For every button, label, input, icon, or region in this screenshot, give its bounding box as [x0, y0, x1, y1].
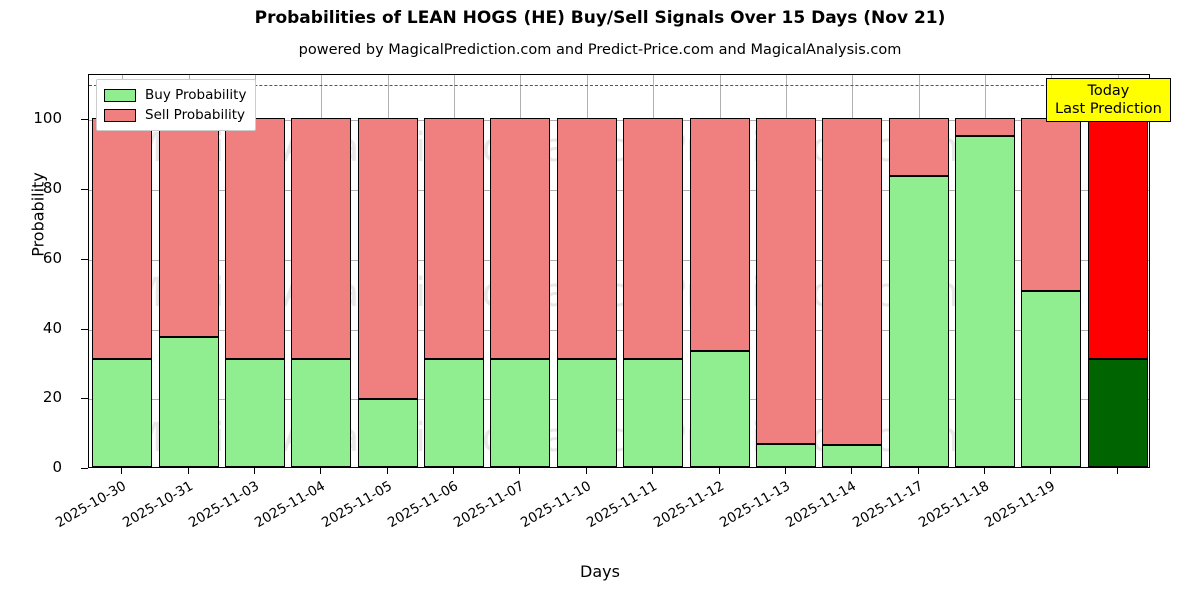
chart-subtitle: powered by MagicalPrediction.com and Pre…	[298, 42, 902, 58]
y-tick-label: 20	[42, 388, 62, 407]
y-tick-label: 100	[33, 109, 62, 128]
x-tick-mark	[121, 468, 123, 474]
legend-item-buy: Buy Probability	[104, 85, 246, 105]
bar-segment-buy[interactable]	[158, 337, 219, 467]
bar-segment-sell[interactable]	[1087, 118, 1148, 359]
bar-group[interactable]	[556, 75, 617, 467]
x-tick-mark	[519, 468, 521, 474]
bar-segment-buy[interactable]	[490, 358, 551, 467]
y-tick-label: 60	[42, 248, 62, 267]
bar-segment-buy[interactable]	[822, 445, 883, 467]
x-tick-mark	[652, 468, 654, 474]
bar-group[interactable]	[955, 75, 1016, 467]
bar-group[interactable]	[490, 75, 551, 467]
gridline-horizontal	[89, 329, 1149, 331]
chart-title: Probabilities of LEAN HOGS (HE) Buy/Sell…	[254, 8, 946, 28]
bar-segment-sell[interactable]	[822, 118, 883, 446]
x-tick-mark	[1050, 468, 1052, 474]
bar-segment-sell[interactable]	[490, 118, 551, 359]
x-tick-mark	[718, 468, 720, 474]
x-tick-label: 2025-10-30	[53, 478, 130, 532]
x-tick-mark	[917, 468, 919, 474]
bar-group[interactable]	[158, 75, 219, 467]
today-annotation-line2: Last Prediction	[1055, 101, 1162, 117]
y-tick-mark	[81, 189, 88, 191]
bar-segment-sell[interactable]	[755, 118, 816, 445]
bar-segment-buy[interactable]	[92, 358, 153, 467]
bar-segment-sell[interactable]	[158, 118, 219, 338]
bar-segment-buy[interactable]	[1087, 358, 1148, 467]
today-annotation-line1: Today	[1087, 83, 1130, 99]
bar-segment-buy[interactable]	[623, 358, 684, 467]
bar-segment-buy[interactable]	[1021, 290, 1082, 467]
bar-segment-sell[interactable]	[424, 118, 485, 359]
y-tick-mark	[81, 398, 88, 400]
x-tick-mark	[453, 468, 455, 474]
x-tick-mark	[851, 468, 853, 474]
bar-segment-buy[interactable]	[357, 398, 418, 467]
y-tick-label: 40	[42, 318, 62, 337]
bar-group[interactable]	[689, 75, 750, 467]
bar-segment-sell[interactable]	[556, 118, 617, 359]
bar-group[interactable]	[291, 75, 352, 467]
x-tick-mark	[187, 468, 189, 474]
legend-swatch-sell	[104, 108, 136, 122]
x-tick-mark	[320, 468, 322, 474]
bar-segment-buy[interactable]	[689, 351, 750, 467]
bar-group[interactable]	[92, 75, 153, 467]
bar-group[interactable]	[1087, 75, 1148, 467]
y-tick-mark	[81, 258, 88, 260]
x-axis-label: Days	[580, 562, 620, 581]
bar-segment-buy[interactable]	[755, 444, 816, 467]
y-tick-label: 80	[42, 179, 62, 198]
bar-segment-buy[interactable]	[424, 358, 485, 467]
legend-label-sell: Sell Probability	[145, 107, 246, 123]
y-tick-mark	[81, 468, 88, 469]
bar-segment-sell[interactable]	[888, 118, 949, 177]
y-axis-label: Probability	[28, 172, 48, 257]
x-tick-mark	[1116, 468, 1118, 474]
bar-group[interactable]	[224, 75, 285, 467]
gridline-horizontal	[89, 120, 1149, 122]
bar-group[interactable]	[822, 75, 883, 467]
bar-segment-sell[interactable]	[224, 118, 285, 359]
x-tick-mark	[585, 468, 587, 474]
bar-segment-sell[interactable]	[623, 118, 684, 359]
bar-group[interactable]	[623, 75, 684, 467]
bar-segment-buy[interactable]	[955, 135, 1016, 467]
today-annotation: Today Last Prediction	[1046, 78, 1171, 122]
bar-segment-buy[interactable]	[888, 176, 949, 467]
bar-segment-sell[interactable]	[1021, 118, 1082, 291]
gridline-horizontal	[89, 399, 1149, 401]
gridline-horizontal	[89, 259, 1149, 261]
bar-group[interactable]	[755, 75, 816, 467]
x-tick-mark	[253, 468, 255, 474]
bar-group[interactable]	[357, 75, 418, 467]
x-tick-mark	[386, 468, 388, 474]
bar-segment-sell[interactable]	[689, 118, 750, 352]
y-tick-mark	[81, 119, 88, 121]
bar-group[interactable]	[888, 75, 949, 467]
bar-segment-sell[interactable]	[955, 118, 1016, 136]
y-tick-mark	[81, 328, 88, 330]
x-tick-mark	[784, 468, 786, 474]
x-tick-mark	[984, 468, 986, 474]
legend-swatch-buy	[104, 88, 136, 102]
bar-segment-buy[interactable]	[224, 358, 285, 467]
reference-line	[89, 85, 1149, 87]
legend-item-sell: Sell Probability	[104, 105, 246, 125]
bar-group[interactable]	[424, 75, 485, 467]
bar-group[interactable]	[1021, 75, 1082, 467]
bar-segment-sell[interactable]	[92, 118, 153, 359]
legend-label-buy: Buy Probability	[145, 87, 247, 103]
bar-segment-sell[interactable]	[291, 118, 352, 359]
plot-area: MagicalAnalysis.comMagicalPrediction.com…	[88, 74, 1150, 468]
bar-segment-buy[interactable]	[556, 358, 617, 467]
bar-segment-sell[interactable]	[357, 118, 418, 399]
y-tick-label: 0	[52, 458, 62, 476]
chart-legend[interactable]: Buy Probability Sell Probability	[96, 79, 257, 131]
gridline-horizontal	[89, 190, 1149, 192]
bar-segment-buy[interactable]	[291, 358, 352, 467]
